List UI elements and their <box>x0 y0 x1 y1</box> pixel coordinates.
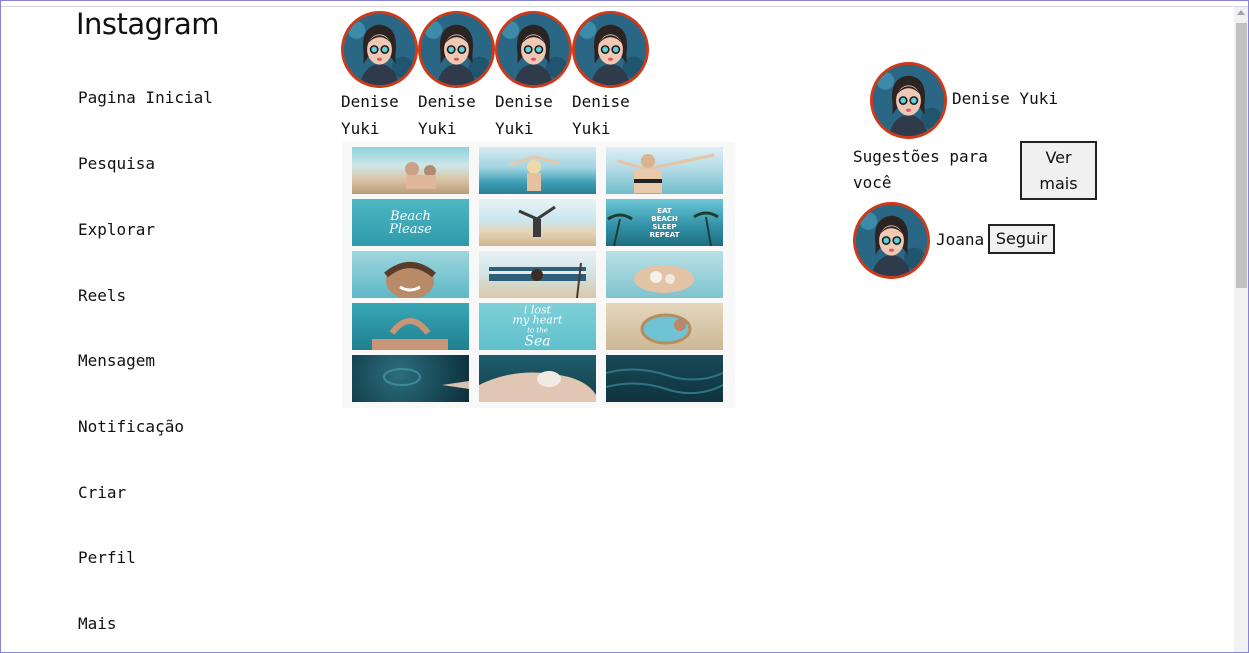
photo-woman-sea <box>508 155 560 191</box>
sidebar-item-messages[interactable]: Mensagem <box>78 351 156 370</box>
avatar-portrait-icon <box>873 65 944 136</box>
lost-heart-caption: i lost my heart to the Sea <box>512 303 563 349</box>
photo-tile <box>479 199 596 246</box>
photo-mirror-sand <box>640 313 692 345</box>
sidebar-item-home[interactable]: Pagina Inicial <box>78 88 213 107</box>
photo-woman-bikini <box>617 153 715 193</box>
photo-hands-shells <box>634 265 694 293</box>
avatar-portrait-icon <box>856 205 927 276</box>
sidebar-item-reels[interactable]: Reels <box>78 286 127 305</box>
profile-avatar[interactable] <box>870 62 947 139</box>
photo-tile <box>479 355 596 402</box>
story-username-last: Yuki <box>572 119 611 138</box>
top-divider <box>1 6 1248 7</box>
story-username[interactable]: Denise Yuki <box>418 88 492 142</box>
follow-button[interactable]: Seguir <box>988 224 1055 254</box>
instagram-logo[interactable]: Instagram <box>76 7 220 41</box>
sidebar-item-more[interactable]: Mais <box>78 614 117 633</box>
story-username[interactable]: Denise Yuki <box>572 88 646 142</box>
photo-palm-trees <box>607 211 719 246</box>
story-avatar[interactable] <box>495 11 572 88</box>
feed-post-image[interactable]: Beach Please EAT BEACH SLEEP REPEAT <box>342 142 735 408</box>
photo-beach-jump <box>518 205 556 237</box>
photo-dark-water <box>383 368 469 389</box>
photo-hand-shell <box>479 371 596 402</box>
photo-tile <box>352 147 469 194</box>
photo-beach-friends <box>405 162 436 189</box>
see-more-button[interactable]: Ver mais <box>1020 141 1097 200</box>
story-username-first: Denise <box>418 92 476 111</box>
sidebar-item-profile[interactable]: Perfil <box>78 548 136 567</box>
photo-tile <box>352 355 469 402</box>
photo-tile <box>479 147 596 194</box>
photo-tile <box>606 303 723 350</box>
photo-tile <box>352 303 469 350</box>
story-username-last: Yuki <box>418 119 457 138</box>
story-avatar[interactable] <box>341 11 418 88</box>
story-username-first: Denise <box>572 92 630 111</box>
avatar-portrait-icon <box>575 14 646 85</box>
sidebar-item-explore[interactable]: Explorar <box>78 220 156 239</box>
eat-sleep-caption: EAT BEACH SLEEP REPEAT <box>649 206 680 239</box>
story-avatar[interactable] <box>418 11 495 88</box>
photo-tile <box>606 251 723 298</box>
story-username-last: Yuki <box>341 119 380 138</box>
sidebar-item-create[interactable]: Criar <box>78 483 127 502</box>
photo-heart-hands <box>372 318 448 350</box>
avatar-portrait-icon <box>421 14 492 85</box>
photo-tile <box>352 251 469 298</box>
suggestions-heading: Sugestões para você <box>853 147 988 192</box>
story-username-last: Yuki <box>495 119 534 138</box>
story-avatar[interactable] <box>572 11 649 88</box>
story-username-first: Denise <box>341 92 399 111</box>
photo-tile <box>606 147 723 194</box>
story-username[interactable]: Denise Yuki <box>495 88 569 142</box>
photo-woman-smiling <box>384 262 436 298</box>
scroll-up-arrow-icon[interactable] <box>1237 10 1245 15</box>
avatar-portrait-icon <box>498 14 569 85</box>
photo-beach-towel <box>489 262 586 298</box>
story-username[interactable]: Denise Yuki <box>341 88 415 142</box>
photo-tile: EAT BEACH SLEEP REPEAT <box>606 199 723 246</box>
beach-please-caption: Beach Please <box>389 208 432 237</box>
photo-tile <box>479 251 596 298</box>
photo-tile <box>606 355 723 402</box>
story-username-first: Denise <box>495 92 553 111</box>
photo-water-ripples <box>606 368 723 395</box>
photo-tile: i lost my heart to the Sea <box>479 303 596 350</box>
profile-username[interactable]: Denise Yuki <box>952 89 1058 108</box>
sidebar-item-notifications[interactable]: Notificação <box>78 417 184 436</box>
photo-tile: Beach Please <box>352 199 469 246</box>
avatar-portrait-icon <box>344 14 415 85</box>
sidebar-item-search[interactable]: Pesquisa <box>78 154 156 173</box>
suggested-username[interactable]: Joana <box>936 230 985 249</box>
suggested-user-avatar[interactable] <box>853 202 930 279</box>
scrollbar-thumb[interactable] <box>1236 23 1247 288</box>
